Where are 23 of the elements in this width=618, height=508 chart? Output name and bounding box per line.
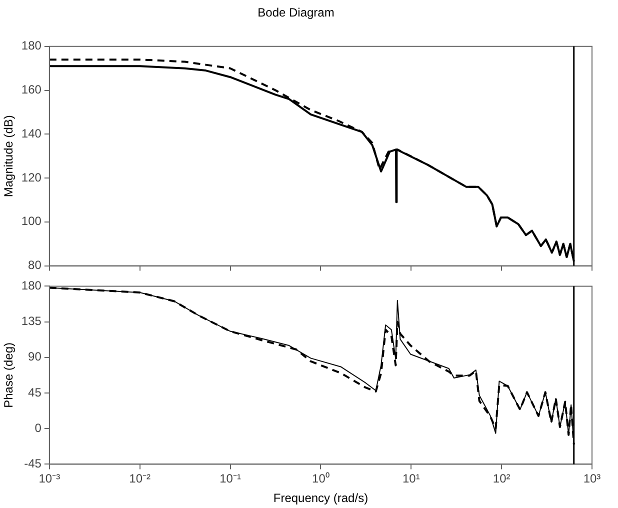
y-tick-label: 135: [21, 314, 42, 328]
y-tick-label: 45: [28, 385, 42, 400]
chart-title: Bode Diagram: [258, 6, 334, 20]
y-tick-label: 180: [21, 278, 42, 293]
x-tick-label: 10⁻³: [38, 472, 60, 486]
x-tick-label: 10⁰: [312, 472, 330, 486]
x-axis-title: Frequency (rad/s): [273, 491, 368, 506]
y-tick-label: 180: [21, 38, 42, 53]
y-tick-label: 160: [21, 82, 42, 97]
x-tick-label: 10¹: [402, 472, 420, 486]
x-tick-label: 10²: [492, 472, 510, 486]
x-tick-label: 10⁻¹: [220, 472, 241, 486]
y-axis-title: Magnitude (dB): [2, 115, 16, 198]
x-tick-label: 10³: [583, 472, 601, 486]
y-tick-label: 0: [34, 420, 42, 435]
y-tick-label: 120: [21, 170, 42, 184]
x-tick-label: 10⁻²: [129, 472, 151, 486]
y-tick-label: 90: [28, 350, 42, 364]
y-tick-label: 80: [28, 258, 42, 272]
y-tick-label: 100: [21, 214, 42, 228]
y-tick-label: -45: [24, 456, 42, 471]
y-axis-title: Phase (deg): [2, 342, 16, 408]
y-tick-label: 140: [21, 126, 42, 140]
